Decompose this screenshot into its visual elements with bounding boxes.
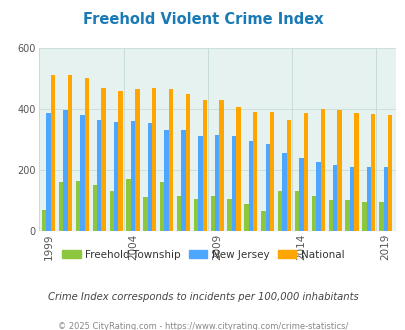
Bar: [361, 202, 366, 231]
Bar: [282, 153, 286, 231]
Bar: [260, 211, 265, 231]
Bar: [47, 114, 51, 231]
Bar: [345, 200, 349, 231]
Bar: [231, 136, 236, 231]
Bar: [294, 191, 298, 231]
Text: © 2025 CityRating.com - https://www.cityrating.com/crime-statistics/: © 2025 CityRating.com - https://www.city…: [58, 322, 347, 330]
Bar: [143, 197, 147, 231]
Bar: [198, 136, 202, 231]
Bar: [147, 123, 151, 231]
Bar: [101, 87, 106, 231]
Bar: [349, 167, 353, 231]
Bar: [168, 89, 173, 231]
Bar: [92, 185, 97, 231]
Bar: [252, 112, 257, 231]
Bar: [315, 162, 320, 231]
Bar: [269, 112, 274, 231]
Bar: [215, 135, 219, 231]
Bar: [219, 100, 223, 231]
Bar: [160, 182, 164, 231]
Bar: [277, 191, 282, 231]
Bar: [332, 165, 337, 231]
Bar: [378, 202, 383, 231]
Bar: [135, 89, 139, 231]
Bar: [286, 119, 290, 231]
Bar: [298, 158, 303, 231]
Bar: [320, 109, 324, 231]
Text: Freehold Violent Crime Index: Freehold Violent Crime Index: [83, 12, 322, 26]
Bar: [84, 79, 89, 231]
Bar: [248, 141, 252, 231]
Bar: [76, 181, 80, 231]
Bar: [366, 167, 370, 231]
Bar: [202, 100, 207, 231]
Bar: [244, 204, 248, 231]
Bar: [210, 196, 215, 231]
Bar: [42, 210, 47, 231]
Bar: [387, 115, 391, 231]
Bar: [181, 130, 185, 231]
Bar: [337, 111, 341, 231]
Bar: [328, 200, 332, 231]
Bar: [97, 119, 101, 231]
Bar: [114, 122, 118, 231]
Bar: [51, 75, 55, 231]
Legend: Freehold Township, New Jersey, National: Freehold Township, New Jersey, National: [58, 246, 347, 264]
Bar: [353, 114, 358, 231]
Bar: [303, 114, 307, 231]
Bar: [193, 199, 198, 231]
Bar: [227, 199, 231, 231]
Bar: [185, 94, 190, 231]
Bar: [177, 196, 181, 231]
Bar: [311, 196, 315, 231]
Bar: [151, 87, 156, 231]
Bar: [265, 144, 269, 231]
Bar: [164, 130, 168, 231]
Bar: [236, 107, 240, 231]
Bar: [80, 115, 84, 231]
Bar: [126, 179, 130, 231]
Bar: [383, 167, 387, 231]
Bar: [130, 121, 135, 231]
Bar: [109, 191, 114, 231]
Bar: [68, 75, 72, 231]
Bar: [59, 182, 63, 231]
Bar: [370, 115, 375, 231]
Bar: [118, 91, 122, 231]
Bar: [63, 111, 68, 231]
Text: Crime Index corresponds to incidents per 100,000 inhabitants: Crime Index corresponds to incidents per…: [47, 292, 358, 302]
